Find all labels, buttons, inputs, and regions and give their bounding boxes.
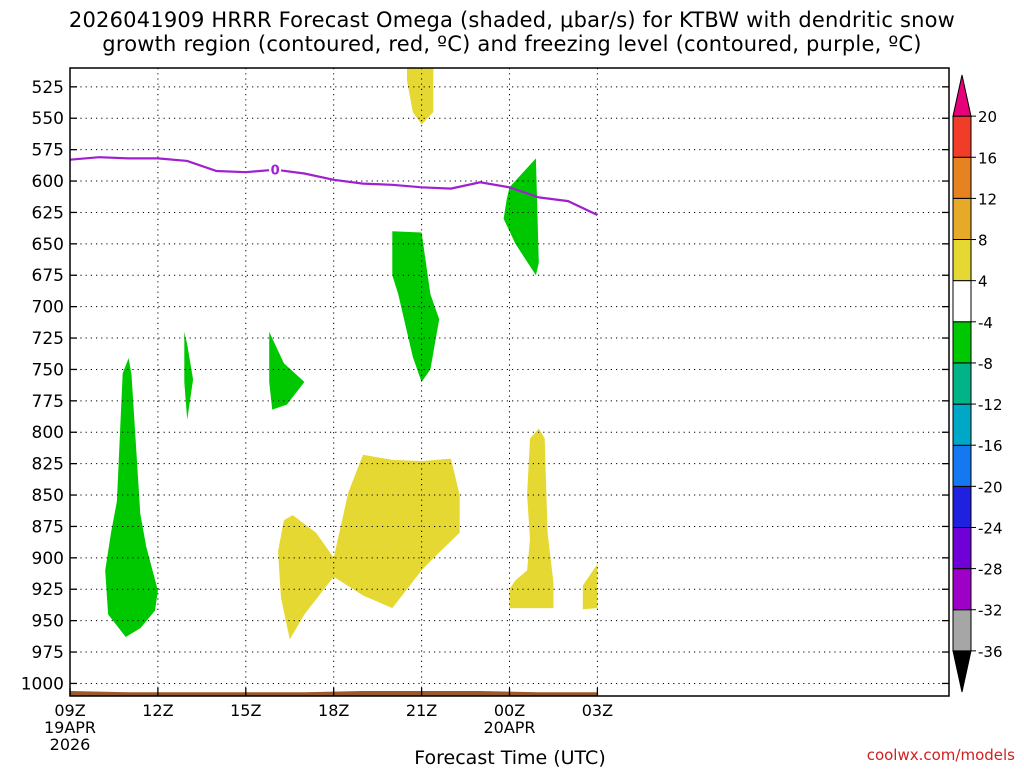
chart-title-line-2: growth region (contoured, red, ºC) and f… — [102, 32, 921, 56]
y-tick-label-650: 650 — [32, 235, 64, 255]
y-tick-label-1000: 1000 — [21, 674, 64, 694]
freezing-level-contour: 0 — [69, 156, 598, 216]
colorbar-swatch-6 — [952, 403, 972, 446]
green-region-3 — [269, 331, 305, 410]
y-tick-label-850: 850 — [32, 486, 64, 506]
colorbar-label-5: -16 — [978, 437, 1003, 455]
omega-colorbar: -36 -32 -28 -24 -20 -16 -12 -8 -4 4 8 12 16 20 — [952, 74, 1003, 693]
x-tick-date-09Z: 19APR — [44, 718, 96, 737]
colorbar-swatch-4 — [952, 485, 972, 528]
colorbar-label-7: -8 — [978, 355, 993, 373]
x-tick-label-00Z: 00Z — [494, 701, 525, 720]
colorbar-swatch-14 — [952, 74, 972, 117]
y-tick-label-625: 625 — [32, 203, 64, 223]
colorbar-swatch-1 — [952, 609, 972, 652]
colorbar-swatch-0 — [952, 650, 972, 693]
y-tick-label-525: 525 — [32, 78, 64, 98]
colorbar-label-11: 12 — [978, 190, 997, 208]
credit-text: coolwx.com/models — [867, 746, 1015, 764]
freezing-level-line — [69, 156, 598, 216]
y-tick-label-900: 900 — [32, 549, 64, 569]
colorbar-swatch-2 — [952, 568, 972, 611]
freezing-level-label: 0 — [271, 164, 280, 179]
y-tick-label-575: 575 — [32, 141, 64, 161]
colorbar-label-13: 20 — [978, 108, 997, 126]
y-tick-label-950: 950 — [32, 612, 64, 632]
y-tick-label-925: 925 — [32, 580, 64, 600]
yellow-region-3 — [509, 428, 554, 609]
y-tick-label-875: 875 — [32, 517, 64, 537]
colorbar-label-12: 16 — [978, 149, 997, 167]
x-tick-label-21Z: 21Z — [406, 701, 437, 720]
pressure-axis: 525 550 575 600 625 650 675 700 725 750 775 800 825 8… — [21, 78, 949, 694]
colorbar-label-2: -28 — [978, 561, 1003, 579]
y-tick-label-700: 700 — [32, 298, 64, 318]
colorbar-swatch-7 — [952, 362, 972, 405]
x-tick-date-00Z: 20APR — [483, 718, 535, 737]
x-tick-year-09Z: 2026 — [50, 735, 91, 754]
colorbar-swatch-9 — [952, 280, 972, 323]
y-tick-label-775: 775 — [32, 392, 64, 412]
y-tick-label-725: 725 — [32, 329, 64, 349]
colorbar-swatch-12 — [952, 156, 972, 199]
colorbar-swatch-8 — [952, 321, 972, 364]
colorbar-label-10: 8 — [978, 232, 988, 250]
colorbar-swatch-13 — [952, 115, 972, 158]
y-tick-label-600: 600 — [32, 172, 64, 192]
colorbar-label-9: 4 — [978, 273, 988, 291]
y-tick-label-550: 550 — [32, 109, 64, 129]
colorbar-label-4: -20 — [978, 478, 1003, 496]
chart-title-line-1: 2026041909 HRRR Forecast Omega (shaded, … — [69, 8, 955, 32]
y-tick-label-975: 975 — [32, 643, 64, 663]
x-tick-label-18Z: 18Z — [318, 701, 349, 720]
green-region-1 — [105, 358, 158, 637]
green-region-4 — [392, 231, 440, 382]
y-tick-label-800: 800 — [32, 423, 64, 443]
y-tick-label-675: 675 — [32, 266, 64, 286]
colorbar-label-1: -32 — [978, 602, 1003, 620]
x-tick-label-09Z: 09Z — [54, 701, 85, 720]
yellow-region-1 — [407, 68, 434, 125]
colorbar-label-8: -4 — [978, 314, 993, 332]
colorbar-swatch-5 — [952, 444, 972, 487]
green-region-5 — [503, 158, 539, 276]
x-tick-label-15Z: 15Z — [230, 701, 261, 720]
colorbar-label-0: -36 — [978, 643, 1003, 661]
yellow-region-4 — [582, 564, 598, 610]
colorbar-swatch-11 — [952, 197, 972, 241]
colorbar-swatch-10 — [952, 239, 972, 282]
x-tick-label-12Z: 12Z — [142, 701, 173, 720]
colorbar-label-6: -12 — [978, 396, 1003, 414]
yellow-region-2 — [278, 454, 460, 640]
y-tick-label-825: 825 — [32, 455, 64, 475]
grid-lines — [70, 68, 949, 696]
freezing-label-bg — [269, 161, 282, 177]
green-region-2 — [184, 331, 194, 420]
colorbar-label-3: -24 — [978, 519, 1003, 537]
y-tick-label-750: 750 — [32, 360, 64, 380]
omega-shaded-regions — [105, 68, 598, 640]
x-axis-title: Forecast Time (UTC) — [414, 747, 605, 768]
x-tick-label-03Z: 03Z — [582, 701, 613, 720]
colorbar-swatch-3 — [952, 526, 972, 570]
